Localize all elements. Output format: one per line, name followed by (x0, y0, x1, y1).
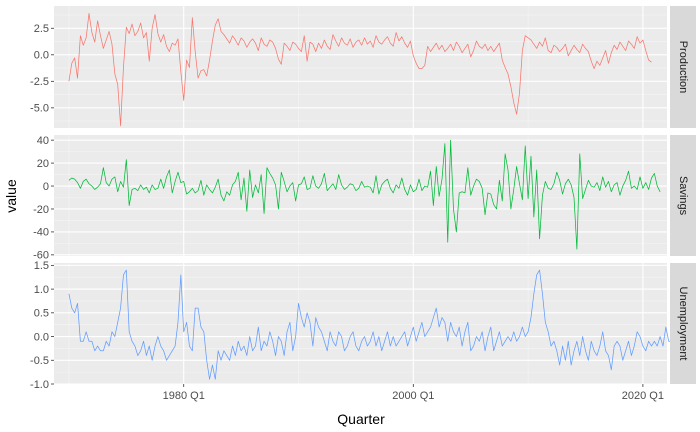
x-tick-label: 2000 Q1 (392, 390, 434, 402)
x-axis: 1980 Q1 2000 Q1 2020 Q1 (163, 384, 664, 402)
panel-background-unemployment (54, 263, 667, 384)
panel-background-production (54, 6, 667, 128)
y-tick-label: -60 (33, 250, 49, 262)
series-line-unemployment (68, 269, 672, 380)
x-axis-title: Quarter (337, 411, 385, 427)
y-tick-label: 1.5 (34, 260, 49, 272)
facet-strip-label-production: Production (677, 41, 689, 94)
y-tick-label: -0.5 (30, 355, 49, 367)
y-tick-label: -5.0 (30, 103, 49, 115)
y-tick-label: 0 (43, 181, 49, 193)
y-tick-label: 2.5 (34, 23, 49, 35)
y-tick-label: 40 (37, 135, 49, 147)
series-line-savings (68, 139, 661, 250)
x-tick-label: 1980 Q1 (163, 390, 205, 402)
y-tick-label: 0.0 (34, 331, 49, 343)
facet-savings: -60 -40 -20 0 20 40 Savings (33, 135, 696, 262)
y-tick-label: 20 (37, 158, 49, 170)
y-tick-label: -20 (33, 204, 49, 216)
y-tick-label: 0.5 (34, 308, 49, 320)
facet-strip-production (670, 6, 696, 128)
facet-strip-label-unemployment: Unemployment (677, 287, 689, 361)
facet-unemployment: -1.0 -0.5 0.0 0.5 1.0 1.5 Unemployment (30, 260, 696, 391)
y-tick-label: -2.5 (30, 76, 49, 88)
facet-strip-label-savings: Savings (677, 176, 689, 216)
y-tick-label: -40 (33, 227, 49, 239)
facet-strip-savings (670, 135, 696, 256)
series-line-production (68, 13, 652, 127)
y-tick-label: 1.0 (34, 284, 49, 296)
y-tick-label: 0.0 (34, 50, 49, 62)
panel-background-savings (54, 135, 667, 256)
y-axis-title: value (3, 179, 19, 213)
x-tick-label: 2020 Q1 (622, 390, 664, 402)
chart-panels: -5.0 -2.5 0.0 2.5 Production -60 -40 -20 0 20 40 Sa… (30, 6, 696, 391)
y-tick-label: -1.0 (30, 379, 49, 391)
facet-strip-unemployment (670, 263, 696, 384)
facet-production: -5.0 -2.5 0.0 2.5 Production (30, 6, 696, 128)
